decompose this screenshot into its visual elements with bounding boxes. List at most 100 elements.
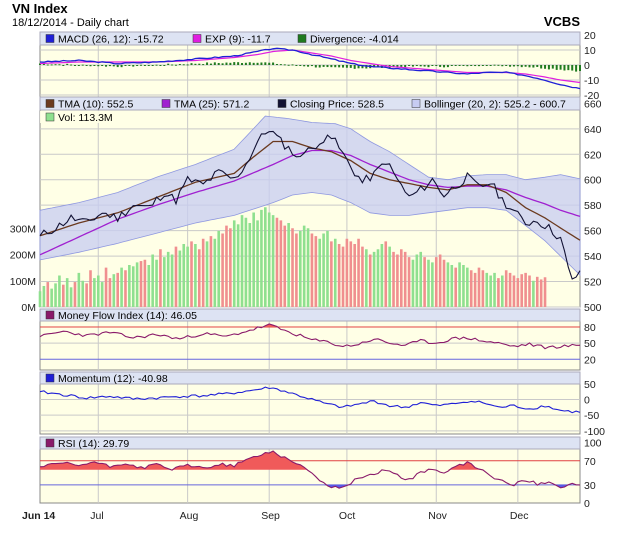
volume-bar [260,209,263,307]
volume-bar [493,272,496,307]
divergence-bar [221,63,224,65]
divergence-bar [408,65,411,66]
volume-bar [473,272,477,307]
volume-bar [279,220,283,307]
volume-bar [112,274,116,307]
exp-icon [192,34,202,43]
divergence-bar [287,64,290,66]
volume-bar [357,238,360,307]
x-tick-label: Oct [339,510,355,522]
volume-bar [504,270,508,307]
y-tick-label: 500 [584,302,602,314]
volume-bar [361,246,364,307]
divergence-bar [310,65,313,67]
chart-subtitle: 18/12/2014 - Daily chart [12,17,129,29]
volume-bar [139,261,143,307]
divergence-bar [132,65,135,67]
volume-bar [221,233,224,307]
legend-bar [39,308,581,322]
volume-bar [399,249,403,307]
divergence-bar [520,65,523,68]
x-tick-label: Nov [428,510,447,522]
volume-bar [170,254,174,307]
volume-bar [194,244,197,307]
volume-bar [213,238,217,307]
divergence-bar [532,65,535,68]
volume-bar [535,276,539,307]
divergence-bar [411,65,414,67]
divergence-bar [136,65,139,66]
volume-bar [295,233,298,307]
volume-bar [298,230,302,307]
divergence-bar [62,65,65,66]
volume-bar [229,228,232,307]
volume-bar [264,207,267,307]
divergence-bar [299,65,302,66]
divergence-bar [559,65,562,70]
divergence-bar [252,62,255,65]
divergence-bar [466,65,469,67]
volume-bar [423,257,426,307]
divergence-bar [571,65,574,71]
divergence-bar [190,63,193,65]
divergence-bar [108,65,111,67]
volume-bar [147,265,151,307]
divergence-bar [509,65,512,67]
divergence-bar [334,65,337,68]
volume-bar [256,220,259,307]
divergence-bar [105,65,108,67]
volume-bar [232,220,236,307]
volume-bar [306,228,310,307]
volume-bar [124,270,127,307]
divergence-bar [140,64,143,66]
y-tick-label: -20 [584,90,599,102]
x-tick-label: Aug [180,510,199,522]
volume-bar [341,246,345,307]
divergence-bar [264,62,267,65]
volume-bar [174,246,178,307]
volume-tick-label: 100M [10,276,36,288]
divergence-bar [155,64,158,66]
divergence-bar [547,65,550,70]
divergence-bar [579,65,581,72]
divergence-bar [213,62,216,65]
divergence-bar [318,65,321,68]
divergence-bar [112,65,115,67]
volume-bar [46,282,50,307]
volume-bar [372,251,376,307]
volume-bar [159,249,162,307]
volume-bar [104,267,108,307]
divergence-bar [563,65,566,71]
divergence-bar [462,65,465,66]
volume-bar [116,272,119,307]
divergence-bar [524,65,527,67]
divergence-bar [178,64,181,66]
volume-bar [431,262,434,307]
divergence-bar [217,62,220,65]
divergence-bar [303,65,306,67]
y-tick-label: 20 [584,354,596,366]
volume-legend-bg [40,111,128,123]
y-tick-label: 10 [584,45,596,57]
volume-bar [532,280,535,307]
legend-label: MACD (26, 12): -15.72 [58,34,164,46]
volume-bar [108,278,112,307]
volume-bar [248,223,252,307]
closing-price-line [39,130,581,280]
divergence-bar [120,65,123,68]
divergence-bar [431,65,434,66]
volume-bar [69,287,73,307]
divergence-bar [159,65,162,66]
divergence-bar [93,65,96,66]
volume-bar [271,215,275,307]
divergence-bar [404,65,407,68]
divergence-bar [54,64,57,66]
divergence-bar [128,65,131,66]
y-tick-label: 0 [584,394,590,406]
divergence-bar [555,65,558,70]
volume-bar [42,286,46,307]
divergence-bar [233,62,236,65]
volume-bar [240,215,244,307]
divergence-bar [376,65,379,68]
